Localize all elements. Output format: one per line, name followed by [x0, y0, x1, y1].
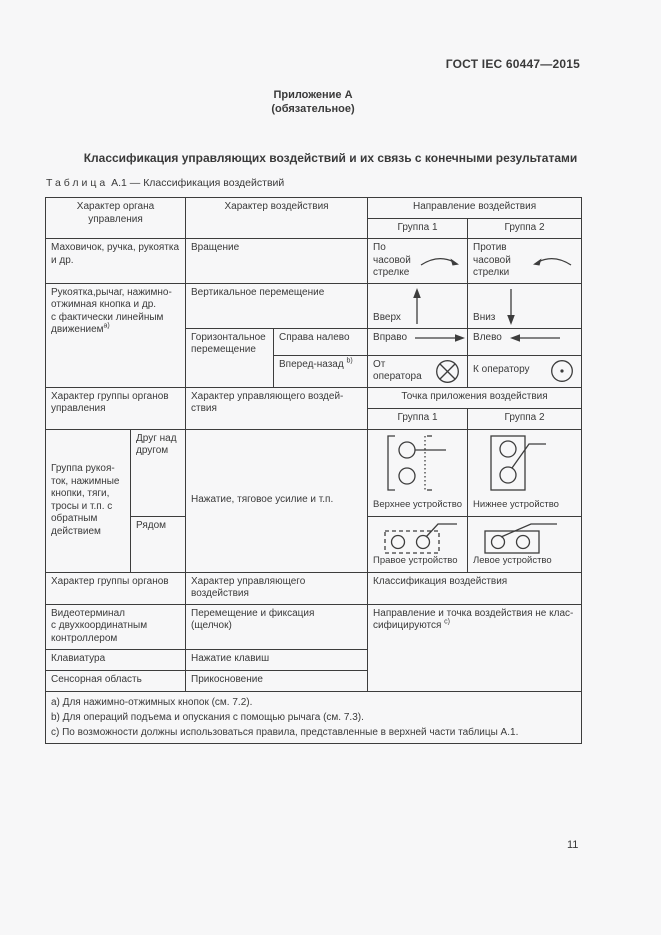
cell-touch: Прикосновение — [185, 669, 369, 692]
header-group2: Группа 2 — [467, 218, 583, 239]
header-direction: Направление воздействия — [367, 197, 583, 219]
cell-up: Вверх — [367, 282, 469, 329]
away-from-operator-icon — [436, 359, 459, 383]
footnotes: a) Для нажимно-отжимных кнопок (см. 7.2)… — [44, 690, 583, 744]
footnote-ref-c: c) — [444, 618, 450, 626]
toward-operator-label: К оператору — [473, 364, 530, 376]
cell-keypress: Нажатие клавиш — [185, 648, 369, 671]
page-number: 11 — [567, 839, 579, 851]
page-title: Классификация управляющих воздействий и … — [83, 151, 578, 165]
cell-lower-device: Нижнее устройство — [467, 428, 583, 517]
rightward-label: Вправо — [373, 331, 408, 343]
cell-lever: Рукоятка,рычаг, нажимно- отжимная кнопка… — [44, 282, 187, 388]
footnote-ref-b: b) — [346, 357, 353, 365]
cell-leftward: Влево — [467, 327, 583, 356]
header2-control-group: Характер группы органов управления — [44, 386, 187, 430]
cell-forward-back: Вперед-назад b) — [273, 354, 369, 388]
right-device-icon — [384, 522, 458, 554]
cell-down: Вниз — [467, 282, 583, 329]
annex-title: Приложение А — [273, 89, 353, 101]
cell-counterclockwise: Против часовой стрелки — [467, 238, 583, 284]
up-arrow-icon — [413, 287, 421, 324]
left-device-icon — [484, 522, 558, 554]
cell-away-from-operator: От оператора — [367, 354, 469, 388]
footnote-ref-a: a) — [103, 322, 110, 330]
cell-video-terminal: Видеотерминал с двухкоординатным контрол… — [44, 603, 187, 650]
header-control-organ: Характер органа управления — [44, 197, 187, 239]
away-from-operator-label: От оператора — [373, 358, 422, 383]
right-arrow-icon — [415, 333, 466, 342]
toward-operator-icon — [551, 359, 573, 382]
counterclockwise-label: Против часовой стрелки — [473, 242, 511, 278]
annex-heading: Приложение А (обязательное) — [45, 88, 581, 116]
leftward-label: Влево — [473, 331, 502, 343]
cell-right-device: Правое устройство — [367, 515, 469, 573]
header3-control-action: Характер управляющего воздействия — [185, 571, 369, 605]
cell-vertical-movement: Вертикальное перемещение — [185, 282, 369, 329]
cell-press-pull: Нажатие, тяговое усилие и т.п. — [185, 428, 369, 573]
header-action: Характер воздействия — [185, 197, 369, 239]
cell-horizontal-movement: Горизонтальное перемещение — [185, 327, 275, 388]
cell-touch-area: Сенсорная область — [44, 669, 187, 692]
right-device-label: Правое устройство — [373, 554, 458, 566]
doc-number: ГОСТ IEC 60447—2015 — [445, 57, 580, 71]
forward-back-label: Вперед-назад — [279, 358, 344, 370]
table-caption-rest: А.1 — Классификация воздействий — [111, 177, 285, 189]
cell-handle-group: Группа рукоя- ток, нажимные кнопки, тяги… — [45, 428, 131, 573]
lever-text: Рукоятка,рычаг, нажимно- отжимная кнопка… — [51, 286, 172, 336]
cell-right-to-left: Справа налево — [273, 327, 369, 356]
table-caption-word: Таблица — [46, 177, 109, 189]
lower-device-label: Нижнее устройство — [473, 498, 559, 510]
footnote-b: b) Для операций подъема и опускания с по… — [51, 711, 364, 723]
lower-device-icon — [490, 434, 547, 491]
cell-not-classified: Направление и точка воздействия не клас-… — [367, 603, 583, 692]
footnote-c: c) По возможности должны использоваться … — [51, 726, 519, 738]
footnote-a: a) Для нажимно-отжимных кнопок (см. 7.2)… — [51, 696, 253, 708]
annex-subtitle: (обязательное) — [271, 103, 355, 115]
upper-device-icon — [387, 434, 447, 491]
down-label: Вниз — [473, 312, 496, 323]
cell-keyboard: Клавиатура — [44, 648, 187, 671]
header3-classification: Классификация воздействия — [367, 571, 583, 605]
up-label: Вверх — [373, 312, 401, 323]
cell-side-by-side: Рядом — [129, 515, 187, 573]
header2-point: Точка приложения воздействия — [367, 386, 583, 409]
header2-group1: Группа 1 — [367, 407, 469, 430]
cell-rightward: Вправо — [367, 327, 469, 356]
table-caption: Таблица А.1 — Классификация воздействий — [46, 177, 284, 189]
header-group1: Группа 1 — [367, 218, 469, 239]
clockwise-arrow-icon — [420, 258, 460, 266]
upper-device-label: Верхнее устройство — [373, 498, 462, 510]
cell-upper-device: Верхнее устройство — [367, 428, 469, 517]
left-device-label: Левое устройство — [473, 554, 552, 566]
counterclockwise-arrow-icon — [533, 258, 572, 266]
cell-clockwise: По часовой стрелке — [367, 238, 469, 284]
cell-rotation: Вращение — [185, 238, 369, 284]
left-arrow-icon — [509, 333, 560, 342]
header2-group2: Группа 2 — [467, 407, 583, 430]
cell-handwheel: Маховичок, ручка, рукоятка и др. — [44, 238, 187, 284]
clockwise-label: По часовой стрелке — [373, 242, 411, 278]
header3-control-group: Характер группы органов — [44, 571, 187, 605]
cell-move-click: Перемещение и фиксация (щелчок) — [185, 603, 369, 650]
cell-stacked: Друг над другом — [129, 428, 187, 517]
cell-toward-operator: К оператору — [467, 354, 583, 388]
header2-control-action: Характер управляющего воздей- ствия — [185, 386, 369, 430]
table-a1: Характер органа управления Характер возд… — [44, 197, 583, 744]
not-classified-text: Направление и точка воздействия не клас-… — [373, 607, 574, 632]
cell-left-device: Левое устройство — [467, 515, 583, 573]
down-arrow-icon — [507, 288, 516, 325]
